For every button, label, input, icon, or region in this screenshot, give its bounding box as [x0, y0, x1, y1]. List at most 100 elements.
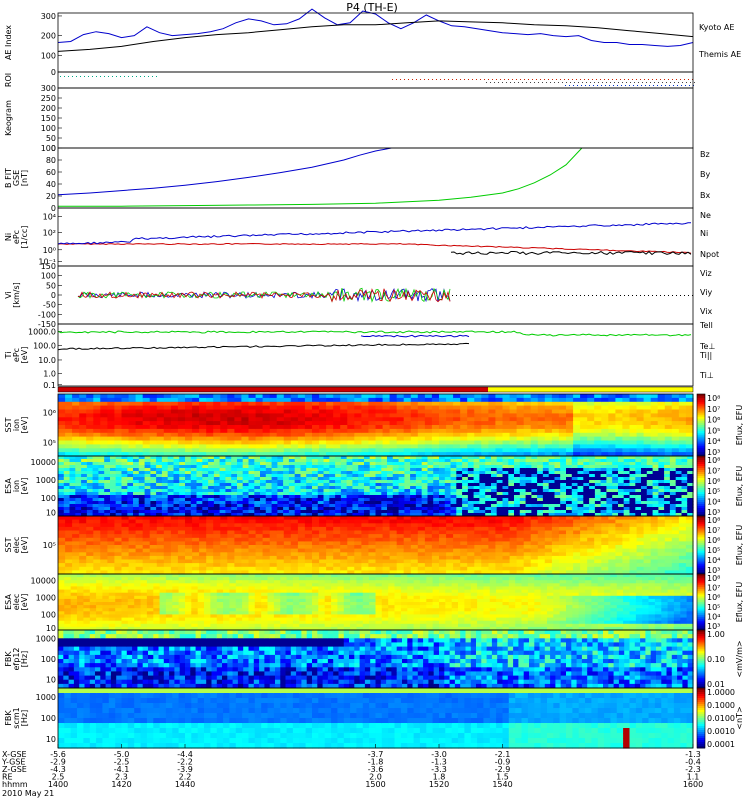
spectro-9-cell [424, 545, 433, 550]
spectro-9-cell [326, 530, 334, 535]
spectro-7-cell [333, 428, 341, 434]
spectro-7-cell [156, 409, 165, 414]
spectro-7-cell [368, 405, 377, 411]
spectro-7-cell [86, 425, 94, 430]
spectro-9-cell [368, 530, 377, 535]
spectro-8-cell [115, 483, 123, 487]
spectro-9-cell [185, 516, 193, 521]
spectro-8-cell [167, 489, 175, 493]
spectro-8-cell [190, 501, 198, 505]
spectro-9-cell [248, 534, 257, 539]
spectro-8-cell [306, 501, 313, 505]
spectro-8-cell [358, 507, 365, 511]
roi-dot [488, 79, 489, 80]
spectro-8-cell [323, 474, 330, 478]
spectro-8-cell [254, 498, 261, 502]
spectro-7-cell [93, 421, 101, 426]
spectro-8-cell [415, 513, 423, 517]
spectro-8-cell [514, 507, 521, 511]
spectro-8-cell [444, 486, 452, 490]
spectro-8-cell [260, 510, 267, 514]
spectro-7-cell [671, 436, 680, 442]
panel-3-ytick: 80 [46, 156, 56, 165]
spectro-7-cell [297, 436, 306, 442]
panel-3-bg [58, 148, 693, 208]
spectro-9-cell [149, 555, 158, 561]
spectro-8-cell [150, 474, 157, 478]
spectro-8-cell [202, 495, 209, 499]
spectro-8-cell [531, 456, 538, 460]
spectro-9-cell [192, 516, 200, 521]
spectro-9-cell [361, 516, 370, 521]
spectro-8-cell [237, 474, 244, 478]
spectro-9-cell [58, 530, 66, 535]
spectro-7-cell [396, 428, 405, 434]
spectro-9-cell [93, 537, 101, 542]
spectro-7-cell [234, 413, 243, 418]
spectro-8-cell [404, 492, 411, 496]
spectro-8-cell [69, 489, 76, 493]
spectro-8-cell [462, 507, 469, 511]
spectro-7-cell [516, 394, 525, 399]
spectro-8-cell [381, 510, 388, 514]
panel-10-ytick: 1000 [36, 594, 56, 603]
spectro-8-cell [433, 486, 440, 490]
spectro-8-cell [104, 486, 111, 490]
roi-dot [538, 82, 539, 83]
panel-6-ytick: 0.1 [43, 381, 56, 390]
spectro-9-cell [410, 523, 419, 528]
spectro-7-cell [544, 428, 553, 434]
spectro-7-cell [276, 421, 285, 426]
spectro-7-cell [502, 444, 511, 449]
spectro-8-cell [225, 510, 232, 514]
spectro-8-cell [92, 474, 99, 478]
spectro-8-cell [190, 495, 198, 499]
velocity-zero-dot [480, 295, 481, 296]
spectro-8-cell [462, 477, 469, 481]
spectro-8-cell [248, 471, 255, 475]
spectro-9-cell [255, 559, 264, 564]
legend-n-1: Ni [700, 229, 708, 238]
spectro-8-cell [381, 477, 388, 481]
spectro-7-cell [580, 448, 588, 453]
spectro-7-cell [199, 413, 207, 418]
spectro-8-cell [364, 471, 371, 475]
spectro-8-cell [110, 504, 117, 508]
spectro-7-cell [495, 425, 504, 430]
roi-dot [530, 82, 531, 83]
spectro-8-cell [208, 474, 215, 478]
spectro-8-cell [317, 513, 325, 517]
spectro-9-cell [297, 555, 306, 561]
spectro-9-cell [304, 563, 313, 568]
spectro-7-cell [255, 432, 264, 438]
spectro-7-cell [206, 401, 214, 407]
spectro-7-cell [389, 428, 398, 434]
spectro-8-cell [167, 486, 175, 490]
panel-11-ytick: 100 [41, 655, 56, 664]
spectro-8-cell [58, 465, 65, 469]
spectro-9-cell [234, 523, 243, 528]
spectro-8-cell [196, 492, 203, 496]
spectro-7-cell [601, 413, 609, 418]
spectro-7-cell [163, 401, 172, 407]
spectro-9-cell [262, 545, 271, 550]
spectro-8-cell [248, 495, 255, 499]
spectro-7-cell [319, 405, 327, 411]
spectro-7-cell [170, 397, 179, 403]
spectro-8-cell [213, 480, 221, 484]
spectro-7-cell [333, 409, 341, 414]
spectro-8-cell [340, 468, 348, 472]
spectro-9-cell [213, 552, 221, 557]
spectro-8-cell [58, 483, 65, 487]
spectro-9-cell [156, 552, 165, 557]
spectro-8-cell [260, 501, 267, 505]
spectro-8-cell [473, 477, 480, 481]
spectro-9-cell [114, 566, 123, 571]
spectro-7-cell [453, 432, 461, 438]
spectro-8-cell [271, 486, 278, 490]
spectro-7-cell [389, 413, 398, 418]
spectro-7-cell [509, 397, 518, 403]
roi-dot [636, 79, 637, 80]
spectro-7-cell [354, 436, 362, 442]
spectro-8-cell [69, 456, 76, 460]
